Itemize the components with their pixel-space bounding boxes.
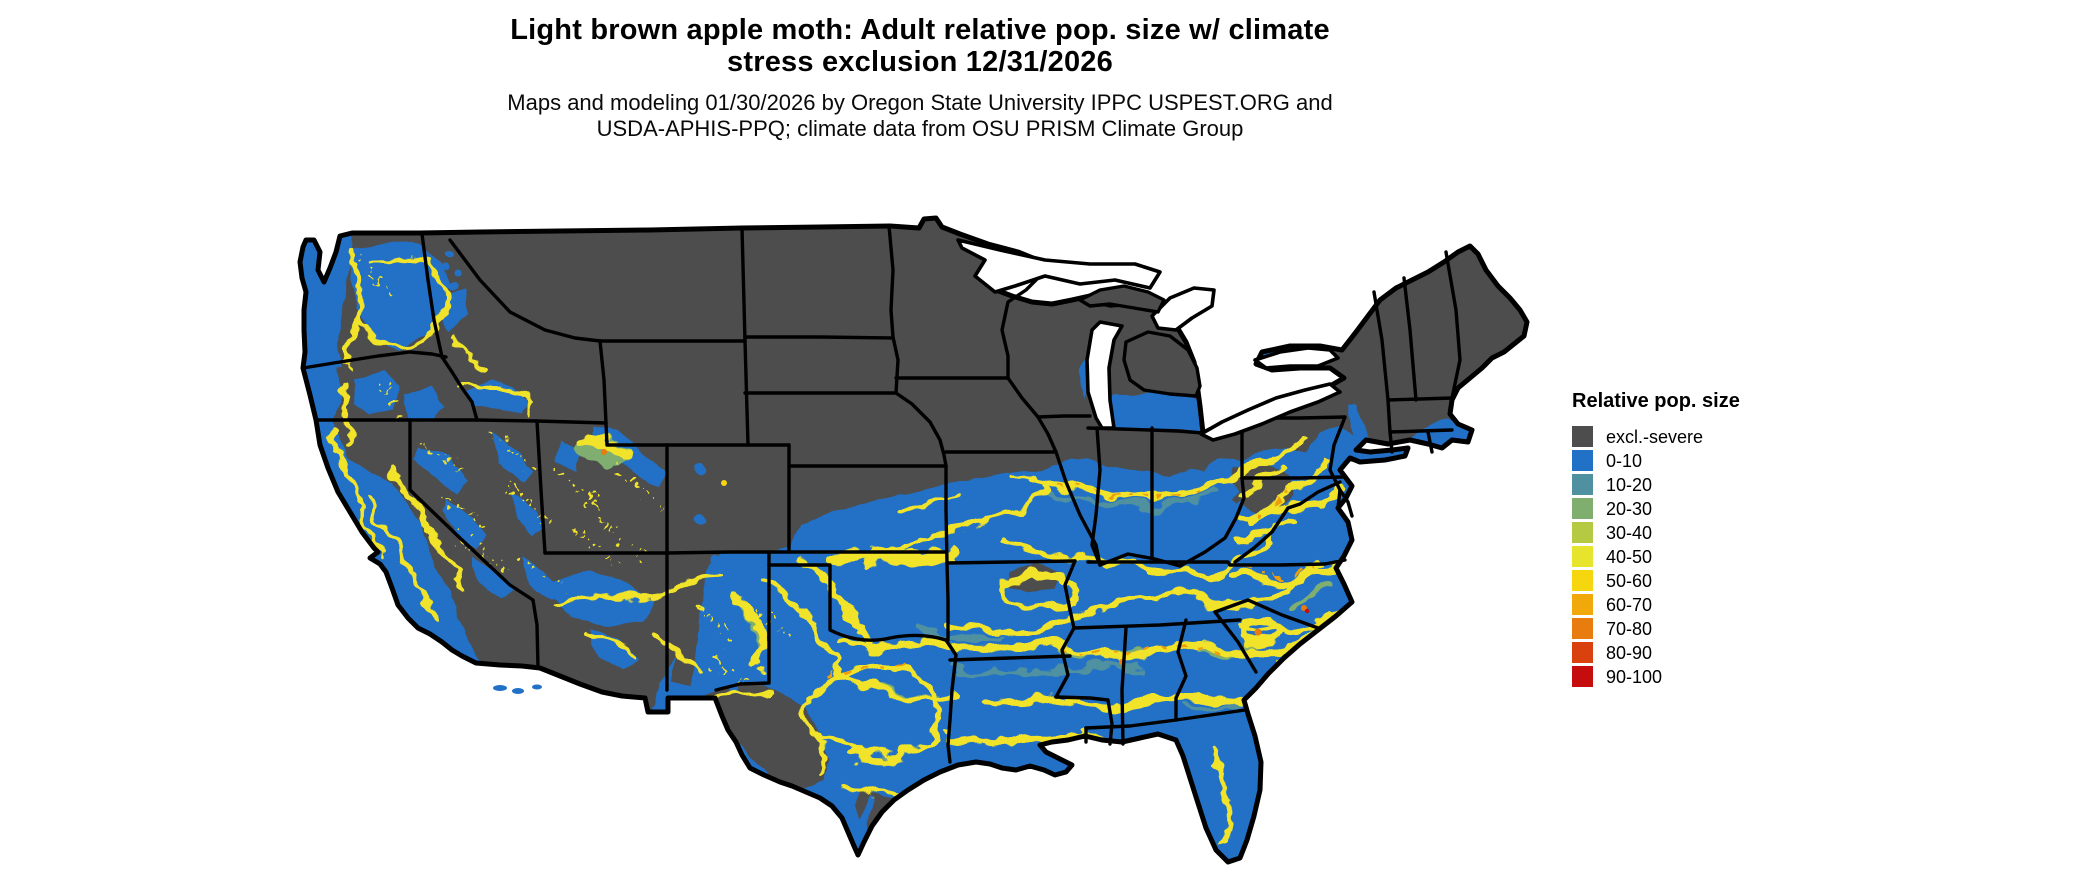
legend-label: 60-70 xyxy=(1606,594,1653,615)
legend-swatch xyxy=(1572,642,1593,663)
legend-swatch xyxy=(1572,570,1593,591)
great-lakes xyxy=(956,238,1342,442)
legend-swatch xyxy=(1572,546,1593,567)
legend-label: 20-30 xyxy=(1606,498,1653,519)
legend-label: 80-90 xyxy=(1606,642,1653,663)
legend-label: 40-50 xyxy=(1606,546,1653,567)
map-title-line1: Light brown apple moth: Adult relative p… xyxy=(510,14,1330,46)
legend-item: 30-40 xyxy=(1572,522,1740,543)
pop-high-dots xyxy=(601,449,1310,665)
legend-label: 0-10 xyxy=(1606,450,1643,471)
legend-label: 90-100 xyxy=(1606,666,1663,687)
legend-swatch xyxy=(1572,666,1593,687)
legend-item: 80-90 xyxy=(1572,642,1740,663)
legend-swatch xyxy=(1572,450,1593,471)
lake-michigan xyxy=(1085,320,1124,430)
legend-swatch xyxy=(1572,618,1593,639)
channel-islands xyxy=(493,684,542,694)
lower-michigan xyxy=(1122,330,1202,398)
lake-superior xyxy=(956,238,1162,294)
legend-swatch xyxy=(1572,498,1593,519)
legend-swatch xyxy=(1572,594,1593,615)
map-title-line2: stress exclusion 12/31/2026 xyxy=(727,46,1113,78)
legend-item: 20-30 xyxy=(1572,498,1740,519)
pop-60-80-flecks xyxy=(829,482,1316,674)
legend-item: 10-20 xyxy=(1572,474,1740,495)
legend-item: 0-10 xyxy=(1572,450,1740,471)
state-borders xyxy=(301,224,1462,764)
legend-label: excl.-severe xyxy=(1606,426,1704,447)
legend-swatch xyxy=(1572,474,1593,495)
legend-item: 70-80 xyxy=(1572,618,1740,639)
legend-title: Relative pop. size xyxy=(1572,390,1740,412)
legend-label: 10-20 xyxy=(1606,474,1653,495)
map-subtitle-line1: Maps and modeling 01/30/2026 by Oregon S… xyxy=(507,90,1333,115)
legend: Relative pop. size excl.-severe 0-10 10-… xyxy=(1572,390,1740,690)
map-title: Light brown apple moth: Adult relative p… xyxy=(320,14,1520,78)
map-subtitle-line2: USDA-APHIS-PPQ; climate data from OSU PR… xyxy=(596,116,1244,141)
terrain-speckle-bands xyxy=(358,258,790,688)
lake-erie xyxy=(1199,382,1342,442)
lake-huron xyxy=(1150,286,1216,332)
legend-label: 70-80 xyxy=(1606,618,1653,639)
legend-item: 90-100 xyxy=(1572,666,1740,687)
michigan-land xyxy=(1078,284,1202,398)
legend-swatch xyxy=(1572,522,1593,543)
pop-40-60-bands xyxy=(327,249,1349,843)
legend-item: 60-70 xyxy=(1572,594,1740,615)
legend-swatch xyxy=(1572,426,1593,447)
legend-label: 30-40 xyxy=(1606,522,1653,543)
legend-item: 40-50 xyxy=(1572,546,1740,567)
legend-item: excl.-severe xyxy=(1572,426,1740,447)
map-subtitle: Maps and modeling 01/30/2026 by Oregon S… xyxy=(320,90,1520,142)
lake-ontario xyxy=(1253,346,1340,370)
legend-item: 50-60 xyxy=(1572,570,1740,591)
legend-label: 50-60 xyxy=(1606,570,1653,591)
upper-peninsula xyxy=(1078,284,1166,314)
